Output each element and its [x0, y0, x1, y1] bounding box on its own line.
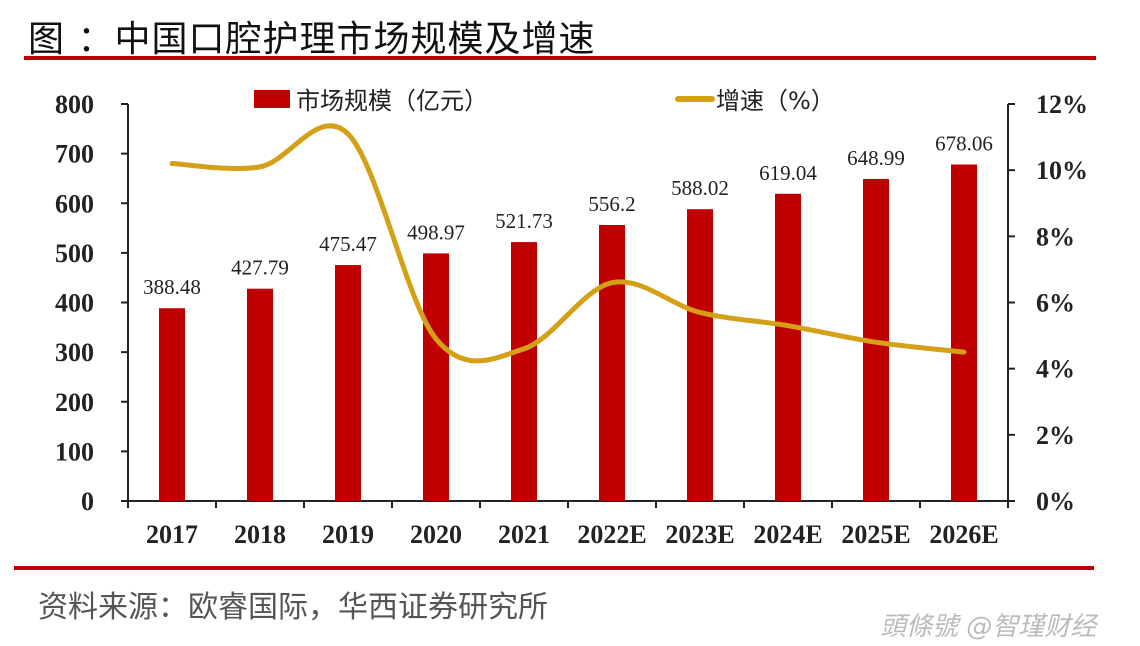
- left-axis-tick-label: 300: [55, 338, 94, 367]
- bar-data-label: 427.79: [231, 256, 289, 280]
- bar: [335, 265, 361, 501]
- x-axis-tick-label: 2019: [322, 520, 374, 549]
- right-axis-tick-label: 4%: [1036, 355, 1075, 384]
- right-axis-tick-label: 8%: [1036, 222, 1075, 251]
- x-axis-tick-label: 2017: [146, 520, 198, 549]
- right-axis-tick-label: 10%: [1036, 156, 1088, 185]
- legend-swatch-bar: [254, 90, 290, 108]
- legend-label-line: 增速（%）: [716, 87, 835, 115]
- x-axis-tick-label: 2024E: [753, 520, 822, 549]
- axes: 0 100 200 300 400 500 600 700 800 0% 2% 4% 6% 8% 10% 12…: [55, 90, 1088, 549]
- bar: [423, 253, 449, 501]
- footer-divider: [14, 566, 1094, 570]
- bar-data-label: 556.2: [588, 192, 635, 216]
- left-axis-tick-label: 500: [55, 239, 94, 268]
- watermark: 頭條號 @智瑾财经: [880, 612, 1097, 642]
- bar-data-label: 678.06: [935, 132, 993, 156]
- bar-data-label: 588.02: [671, 176, 729, 200]
- bar-data-label: 619.04: [759, 161, 817, 185]
- right-axis-tick-label: 12%: [1036, 90, 1088, 119]
- legend-label-bar: 市场规模（亿元）: [296, 87, 488, 115]
- x-axis-tick-label: 2023E: [665, 520, 734, 549]
- right-axis-tick-label: 6%: [1036, 289, 1075, 318]
- bar-data-label: 521.73: [495, 209, 553, 233]
- x-axis-tick-label: 2026E: [929, 520, 998, 549]
- left-axis-tick-label: 400: [55, 289, 94, 318]
- bar-data-label: 388.48: [143, 275, 201, 299]
- left-axis-tick-label: 100: [55, 437, 94, 466]
- source-note: 资料来源：欧睿国际，华西证券研究所: [38, 590, 548, 625]
- left-axis-tick-label: 600: [55, 189, 94, 218]
- chart-title: 图 ：中国口腔护理市场规模及增速: [28, 19, 596, 60]
- right-axis-tick-label: 2%: [1036, 421, 1075, 450]
- legend: 市场规模（亿元） 增速（%）: [254, 87, 835, 115]
- bar: [687, 209, 713, 501]
- bars: [159, 164, 977, 502]
- left-axis-tick-label: 0: [81, 487, 94, 516]
- bar: [599, 224, 625, 501]
- left-axis-tick-label: 800: [55, 90, 94, 119]
- growth-line-path: [169, 123, 967, 364]
- bar: [511, 242, 537, 501]
- bar: [159, 308, 185, 501]
- x-axis-tick-label: 2022E: [577, 520, 646, 549]
- bar-data-label: 475.47: [319, 232, 377, 256]
- x-axis-tick-label: 2021: [498, 520, 550, 549]
- bar: [951, 164, 977, 501]
- title-divider: [24, 56, 1096, 60]
- bar: [775, 193, 801, 502]
- left-axis-tick-label: 700: [55, 140, 94, 169]
- growth-line: [169, 123, 967, 364]
- x-axis-tick-label: 2018: [234, 520, 286, 549]
- left-axis-tick-label: 200: [55, 388, 94, 417]
- data-labels: 388.48 427.79 475.47 498.97 521.73 556.2 588.0…: [143, 132, 993, 300]
- right-axis-tick-label: 0%: [1036, 487, 1075, 516]
- x-axis-tick-label: 2025E: [841, 520, 910, 549]
- x-axis-tick-label: 2020: [410, 520, 462, 549]
- bar-data-label: 648.99: [847, 146, 905, 170]
- bar: [247, 288, 273, 501]
- bar-data-label: 498.97: [407, 220, 465, 244]
